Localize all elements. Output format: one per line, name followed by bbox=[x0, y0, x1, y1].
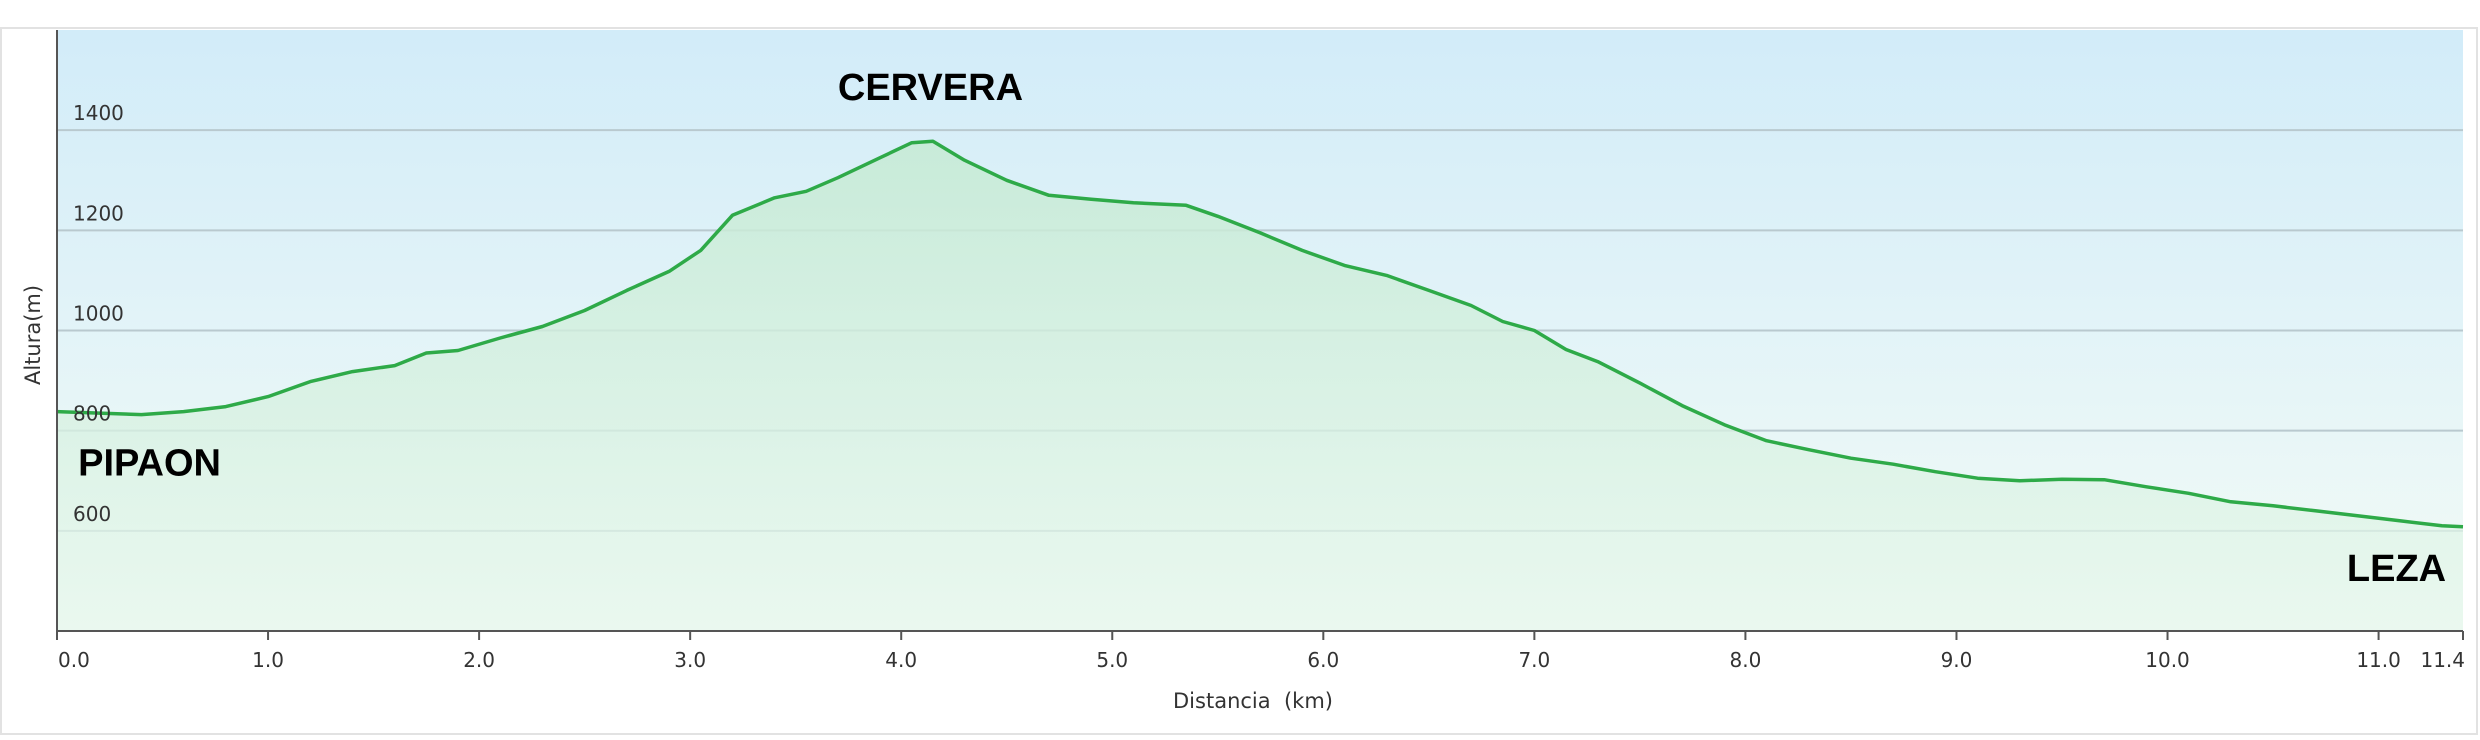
y-tick-label: 600 bbox=[73, 502, 111, 526]
y-tick-label: 1400 bbox=[73, 101, 124, 125]
x-tick-label: 1.0 bbox=[252, 648, 284, 672]
x-tick-label: 4.0 bbox=[885, 648, 917, 672]
y-tick-label: 1000 bbox=[73, 302, 124, 326]
x-tick-label: 6.0 bbox=[1307, 648, 1339, 672]
x-axis-ticks: 0.0 1.0 2.0 3.0 4.0 5.0 6.0 7.0 8.0 9.0 10.0 11.0 11… bbox=[56, 631, 2465, 672]
x-tick-label: 0.0 bbox=[58, 648, 90, 672]
x-tick-label: 11.0 bbox=[2356, 648, 2401, 672]
place-annotations: PIPAON CERVERA LEZA bbox=[78, 67, 2446, 590]
y-tick-label: 800 bbox=[73, 402, 111, 426]
y-axis-ticks: 600 800 1000 1200 1400 bbox=[73, 101, 124, 526]
place-label: PIPAON bbox=[78, 443, 221, 485]
x-tick-label: 5.0 bbox=[1096, 648, 1128, 672]
elevation-line bbox=[56, 139, 2464, 529]
elevation-area bbox=[57, 141, 2463, 631]
x-tick-label: 9.0 bbox=[1941, 648, 1973, 672]
x-tick-label: 10.0 bbox=[2145, 648, 2190, 672]
place-label: CERVERA bbox=[838, 67, 1023, 109]
x-tick-label: 3.0 bbox=[674, 648, 706, 672]
x-axis-title: Distancia (km) bbox=[1173, 689, 1333, 713]
place-label: LEZA bbox=[2347, 548, 2446, 590]
x-tick-label: 2.0 bbox=[463, 648, 495, 672]
y-tick-label: 1200 bbox=[73, 201, 124, 225]
x-tick-label: 11.4 bbox=[2420, 648, 2465, 672]
y-axis-title: Altura(m) bbox=[21, 285, 45, 385]
x-tick-label: 7.0 bbox=[1518, 648, 1550, 672]
x-tick-label: 8.0 bbox=[1730, 648, 1762, 672]
